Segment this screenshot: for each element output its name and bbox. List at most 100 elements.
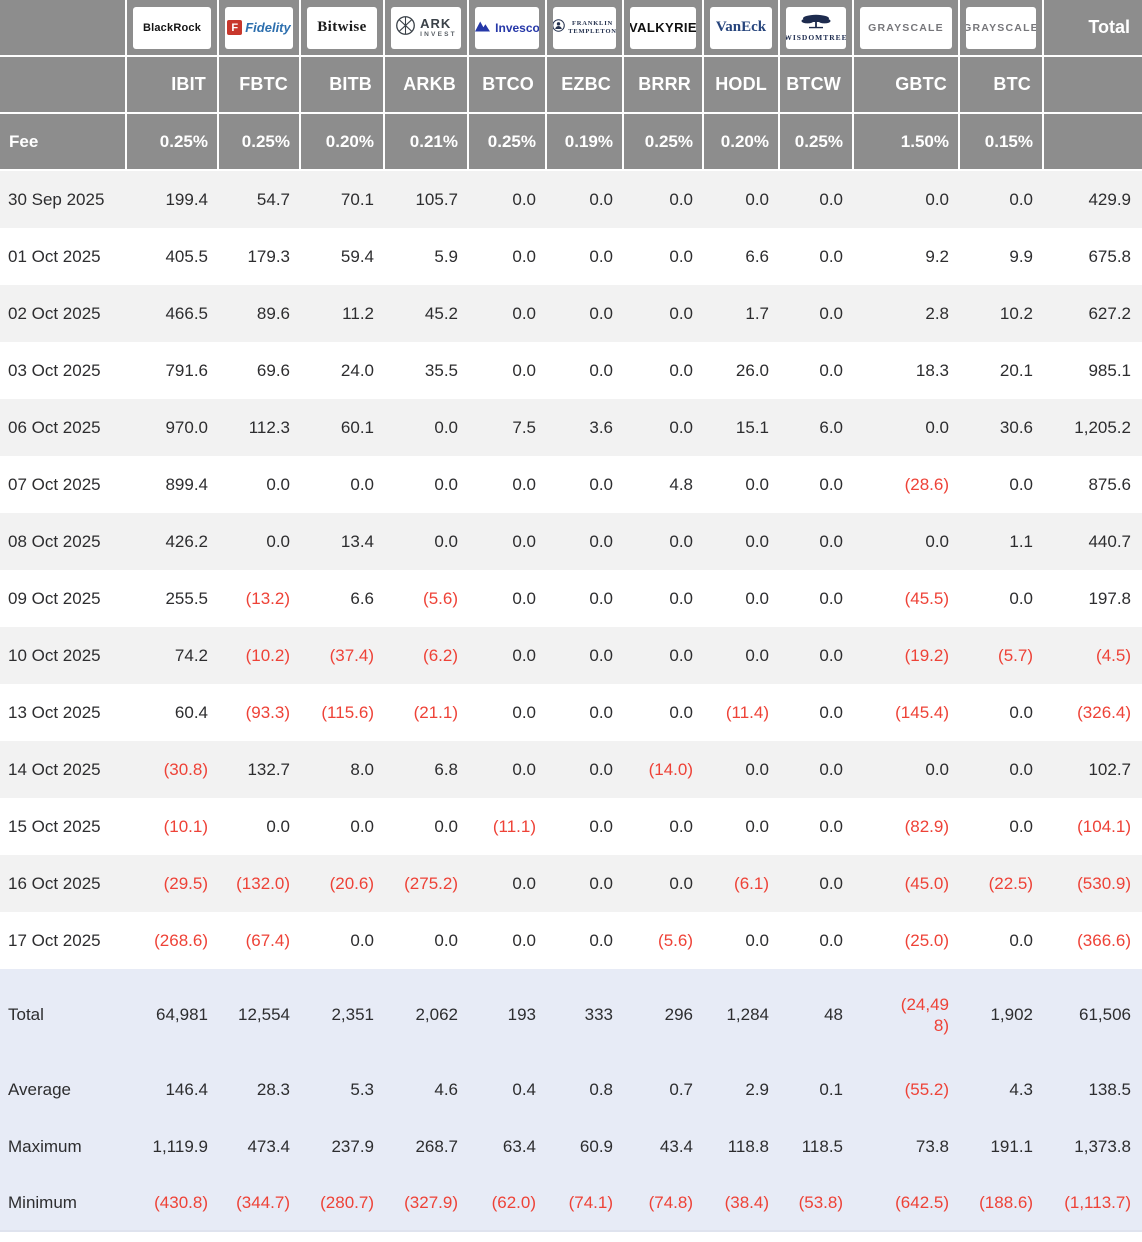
date-cell: 07 Oct 2025: [0, 456, 127, 513]
ticker-BTCO: BTCO: [469, 57, 547, 114]
summary-value-cell: 193: [469, 969, 547, 1061]
fidelity-f-badge: F: [227, 20, 243, 35]
summary-value-cell: (344.7): [219, 1175, 301, 1232]
summary-value-cell: 333: [547, 969, 624, 1061]
ark-circle-icon: [396, 15, 416, 35]
value-cell: 6.6: [704, 228, 780, 285]
value-cell: 0.0: [624, 228, 704, 285]
provider-logo-cell: Invesco: [469, 0, 547, 57]
value-cell: 0.0: [780, 228, 854, 285]
summary-value-cell: (642.5): [854, 1175, 960, 1232]
wisdomtree-tree-icon: [801, 14, 831, 29]
provider-logo-cell: F Fidelity: [219, 0, 301, 57]
ark-logo: ARK INVEST: [391, 6, 461, 49]
table-row: 16 Oct 2025 (29.5) (132.0) (20.6) (275.2) 0.0…: [0, 855, 1142, 912]
summary-value-cell: 473.4: [219, 1118, 301, 1175]
table-summary: Total 64,981 12,554 2,351 2,062 193 333 296 1,28…: [0, 969, 1142, 1232]
row-total-cell: 440.7: [1044, 513, 1142, 570]
summary-value-cell: (55.2): [854, 1061, 960, 1118]
value-cell: 18.3: [854, 342, 960, 399]
value-cell: (14.0): [624, 741, 704, 798]
value-cell: (28.6): [854, 456, 960, 513]
value-cell: (6.2): [385, 627, 469, 684]
date-cell: 02 Oct 2025: [0, 285, 127, 342]
ark-wordmark: ARK INVEST: [420, 17, 457, 39]
table-header: BlackRock F Fidelity Bitwise ARK INVEST Invesc…: [0, 0, 1142, 171]
ticker-ARKB: ARKB: [385, 57, 469, 114]
ticker-GBTC: GBTC: [854, 57, 960, 114]
date-cell: 15 Oct 2025: [0, 798, 127, 855]
grayscale-logo: GRAYSCALE: [966, 6, 1036, 49]
row-total-cell: (104.1): [1044, 798, 1142, 855]
summary-value-cell: 73.8: [854, 1118, 960, 1175]
bitwise-logo: Bitwise: [307, 6, 377, 49]
summary-value-cell: 2.9: [704, 1061, 780, 1118]
value-cell: 0.0: [780, 570, 854, 627]
summary-value-cell: (280.7): [301, 1175, 385, 1232]
date-cell: 06 Oct 2025: [0, 399, 127, 456]
value-cell: 0.0: [854, 513, 960, 570]
value-cell: 0.0: [547, 171, 624, 228]
blackrock-logo: BlackRock: [133, 6, 211, 49]
value-cell: 0.0: [547, 285, 624, 342]
value-cell: (10.1): [127, 798, 219, 855]
summary-row-maximum: Maximum 1,119.9 473.4 237.9 268.7 63.4 60.9 43.…: [0, 1118, 1142, 1175]
summary-value-cell: 1,902: [960, 969, 1044, 1061]
summary-value-cell: (430.8): [127, 1175, 219, 1232]
value-cell: 0.0: [624, 855, 704, 912]
value-cell: 426.2: [127, 513, 219, 570]
value-cell: (132.0): [219, 855, 301, 912]
value-cell: 0.0: [960, 741, 1044, 798]
table-row: 14 Oct 2025 (30.8) 132.7 8.0 6.8 0.0 0.0 (14.0)…: [0, 741, 1142, 798]
value-cell: (21.1): [385, 684, 469, 741]
provider-logo-cell: VALKYRIE: [624, 0, 704, 57]
value-cell: 15.1: [704, 399, 780, 456]
summary-value-cell: 0.4: [469, 1061, 547, 1118]
row-total-cell: 985.1: [1044, 342, 1142, 399]
ticker-FBTC: FBTC: [219, 57, 301, 114]
value-cell: 0.0: [624, 285, 704, 342]
row-total-cell: 197.8: [1044, 570, 1142, 627]
value-cell: 9.9: [960, 228, 1044, 285]
fee-cell: 0.25%: [624, 114, 704, 171]
value-cell: (5.6): [385, 570, 469, 627]
table-row: 10 Oct 2025 74.2 (10.2) (37.4) (6.2) 0.0 0.0 0.…: [0, 627, 1142, 684]
value-cell: 0.0: [469, 285, 547, 342]
fee-cell: 0.19%: [547, 114, 624, 171]
invesco-wordmark: Invesco: [495, 20, 539, 35]
value-cell: 89.6: [219, 285, 301, 342]
value-cell: 0.0: [960, 798, 1044, 855]
row-total-cell: (366.6): [1044, 912, 1142, 969]
value-cell: 0.0: [960, 171, 1044, 228]
fidelity-wordmark: Fidelity: [245, 20, 291, 35]
valkyrie-wordmark: VALKYRIE: [630, 20, 696, 35]
summary-value-cell: (74.1): [547, 1175, 624, 1232]
value-cell: 0.0: [219, 456, 301, 513]
value-cell: 0.0: [385, 399, 469, 456]
value-cell: (67.4): [219, 912, 301, 969]
value-cell: 0.0: [469, 570, 547, 627]
row-total-cell: (530.9): [1044, 855, 1142, 912]
value-cell: 0.0: [780, 798, 854, 855]
value-cell: 0.0: [547, 798, 624, 855]
invesco-logo: Invesco: [475, 6, 539, 49]
summary-value-cell: 48: [780, 969, 854, 1061]
summary-total-cell: 138.5: [1044, 1061, 1142, 1118]
franklin-icon: [553, 18, 565, 37]
value-cell: 0.0: [385, 456, 469, 513]
summary-label: Maximum: [0, 1118, 127, 1175]
value-cell: 791.6: [127, 342, 219, 399]
value-cell: 0.0: [960, 456, 1044, 513]
fee-cell: 1.50%: [854, 114, 960, 171]
table-row: 06 Oct 2025 970.0 112.3 60.1 0.0 7.5 3.6 0.0 15.…: [0, 399, 1142, 456]
grayscale-logo: GRAYSCALE: [860, 6, 952, 49]
table-row: 17 Oct 2025 (268.6) (67.4) 0.0 0.0 0.0 0.0 (5.6…: [0, 912, 1142, 969]
summary-value-cell: (327.9): [385, 1175, 469, 1232]
ticker-row: IBIT FBTC BITB ARKB BTCO EZBC BRRR HODL BTCW GBTC…: [0, 57, 1142, 114]
value-cell: 105.7: [385, 171, 469, 228]
value-cell: 35.5: [385, 342, 469, 399]
table-row: 09 Oct 2025 255.5 (13.2) 6.6 (5.6) 0.0 0.0 0.0 0…: [0, 570, 1142, 627]
summary-row-minimum: Minimum (430.8) (344.7) (280.7) (327.9) (62.0…: [0, 1175, 1142, 1232]
